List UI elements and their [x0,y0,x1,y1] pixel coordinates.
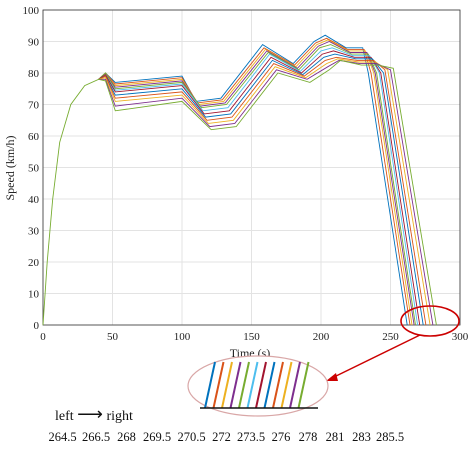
stop-time-value: 281 [325,430,345,444]
series-line-6 [98,47,419,326]
x-tick-label: 200 [313,331,330,343]
stop-time-value: 285.5 [375,430,405,444]
y-tick-label: 80 [28,68,40,80]
series-line-12 [42,59,437,326]
x-tick-label: 250 [382,331,399,343]
magnified-line [297,361,310,409]
highlight-ellipse [400,305,460,337]
x-tick-label: 150 [243,331,260,343]
direction-caption: left ⟶ right [55,404,133,425]
stop-time-value: 268 [117,430,136,444]
stop-time-value: 270.5 [177,430,206,444]
magnified-line [221,361,233,409]
magnified-line [204,361,216,409]
stop-time-value: 278 [298,430,318,444]
y-tick-label: 30 [28,226,40,238]
magnified-line [280,361,293,409]
magnified-line [255,361,267,409]
series-line-11 [98,59,434,326]
axis-ticks: 0 50 100 150 200 250 300 0 10 20 30 40 50 60 70 80 90 100 [23,5,469,343]
y-tick-label: 0 [34,320,40,332]
callout-arrowhead [326,373,338,381]
y-tick-label: 20 [28,257,40,269]
series-line-3 [98,39,413,326]
magnified-line [272,361,284,409]
series-line-9 [98,56,427,326]
y-tick-label: 40 [28,194,40,206]
magnified-line [229,361,242,409]
stop-time-value: 269.5 [142,430,172,444]
direction-right-label: right [106,409,133,424]
stop-time-list: 264.5 266.5 268 269.5 270.5 272 273.5 276 278 281… [46,430,405,445]
x-tick-label: 0 [40,331,46,343]
series-line-2 [98,37,411,326]
y-axis-label: Speed (km/h) [3,136,17,201]
magnified-line [238,361,250,409]
x-tick-label: 50 [107,331,119,343]
y-tick-label: 70 [28,100,40,112]
zoom-callout [187,305,460,417]
callout-arrow-line [331,334,421,379]
axes-box [42,9,461,326]
stop-time-value: 264.5 [48,430,77,444]
stop-time-value: 283 [352,430,371,444]
x-tick-label: 100 [174,331,191,343]
stop-time-value: 276 [271,430,291,444]
right-arrow-icon: ⟶ [77,404,103,424]
series-line-10 [98,58,431,326]
series-line-8 [98,53,424,326]
stop-time-value: 266.5 [81,430,111,444]
magnified-line [263,361,276,409]
direction-left-label: left [55,409,74,424]
x-tick-label: 300 [452,331,469,343]
y-tick-label: 90 [28,37,40,49]
y-tick-label: 60 [28,131,40,143]
stop-time-value: 272 [212,430,231,444]
stop-time-value: 273.5 [236,430,266,444]
series-line-5 [98,44,416,326]
y-tick-label: 10 [28,289,40,301]
y-tick-label: 50 [28,163,40,175]
series-line-4 [98,41,415,326]
magnified-line [246,361,259,409]
magnified-line [212,361,225,409]
series-line-1 [98,34,408,326]
series-line-7 [98,50,421,326]
magnified-line [289,361,301,409]
y-tick-label: 100 [23,5,40,17]
plot-area [42,9,461,326]
